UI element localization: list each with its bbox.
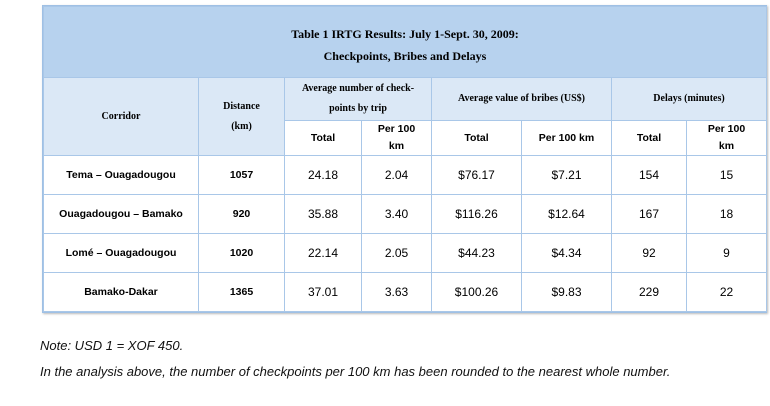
- table-cell: 154: [611, 155, 687, 195]
- table-row: Lomé – Ouagadougou 1020 22.14 2.05 $44.23 $4.…: [43, 233, 767, 273]
- table-cell: $9.83: [521, 272, 612, 312]
- header-cell: Average number of check-points by trip: [284, 77, 432, 121]
- table-cell: Lomé – Ouagadougou: [43, 233, 199, 273]
- table-frame: Table 1 IRTG Results: July 1-Sept. 30, 2…: [42, 5, 767, 313]
- table-cell: 229: [611, 272, 687, 312]
- table-cell: 1365: [198, 272, 285, 312]
- table-cell: 22: [686, 272, 767, 312]
- subheader-cell: Per 100 km: [521, 120, 612, 156]
- table-cell: $116.26: [431, 194, 522, 234]
- table-cell: 15: [686, 155, 767, 195]
- table-cell: $44.23: [431, 233, 522, 273]
- header-cell: Corridor: [43, 77, 199, 156]
- table-cell: 2.04: [361, 155, 432, 195]
- table-cell: 3.40: [361, 194, 432, 234]
- table-cell: 2.05: [361, 233, 432, 273]
- table-cell: Tema – Ouagadougou: [43, 155, 199, 195]
- header-cell: Delays (minutes): [611, 77, 767, 121]
- table-cell: Bamako-Dakar: [43, 272, 199, 312]
- table-cell: 92: [611, 233, 687, 273]
- note: In the analysis above, the number of che…: [40, 364, 671, 379]
- table-cell: $12.64: [521, 194, 612, 234]
- table-cell: 24.18: [284, 155, 362, 195]
- table-cell: 37.01: [284, 272, 362, 312]
- table-cell: $76.17: [431, 155, 522, 195]
- table-cell: $100.26: [431, 272, 522, 312]
- table-cell: 1057: [198, 155, 285, 195]
- subheader-cell: Per 100 km: [686, 120, 767, 156]
- table-cell: 3.63: [361, 272, 432, 312]
- table-cell: 920: [198, 194, 285, 234]
- table-cell: 35.88: [284, 194, 362, 234]
- header-cell: Distance (km): [198, 77, 285, 156]
- table-cell: 9: [686, 233, 767, 273]
- results-table: Table 1 IRTG Results: July 1-Sept. 30, 2…: [43, 6, 767, 312]
- note: Note: USD 1 = XOF 450.: [40, 338, 184, 353]
- table-row: Ouagadougou – Bamako 920 35.88 3.40 $116.26 $…: [43, 194, 767, 234]
- title-line: Checkpoints, Bribes and Delays: [323, 49, 487, 63]
- table-cell: 22.14: [284, 233, 362, 273]
- subheader-cell: Total: [431, 120, 522, 156]
- table-cell: 18: [686, 194, 767, 234]
- table-row: Bamako-Dakar 1365 37.01 3.63 $100.26 $9.83 229…: [43, 272, 767, 312]
- subheader-cell: Total: [611, 120, 687, 156]
- header-cell: Average value of bribes (US$): [431, 77, 612, 121]
- table-cell: Ouagadougou – Bamako: [43, 194, 199, 234]
- table-cell: 167: [611, 194, 687, 234]
- title-line: Table 1 IRTG Results: July 1-Sept. 30, 2…: [291, 27, 519, 41]
- table-cell: $7.21: [521, 155, 612, 195]
- table-row: Tema – Ouagadougou 1057 24.18 2.04 $76.17 $7.…: [43, 155, 767, 195]
- subheader-cell: Per 100 km: [361, 120, 432, 156]
- table-cell: 1020: [198, 233, 285, 273]
- subheader-cell: Total: [284, 120, 362, 156]
- table-cell: $4.34: [521, 233, 612, 273]
- table-title: Table 1 IRTG Results: July 1-Sept. 30, 2…: [43, 6, 767, 78]
